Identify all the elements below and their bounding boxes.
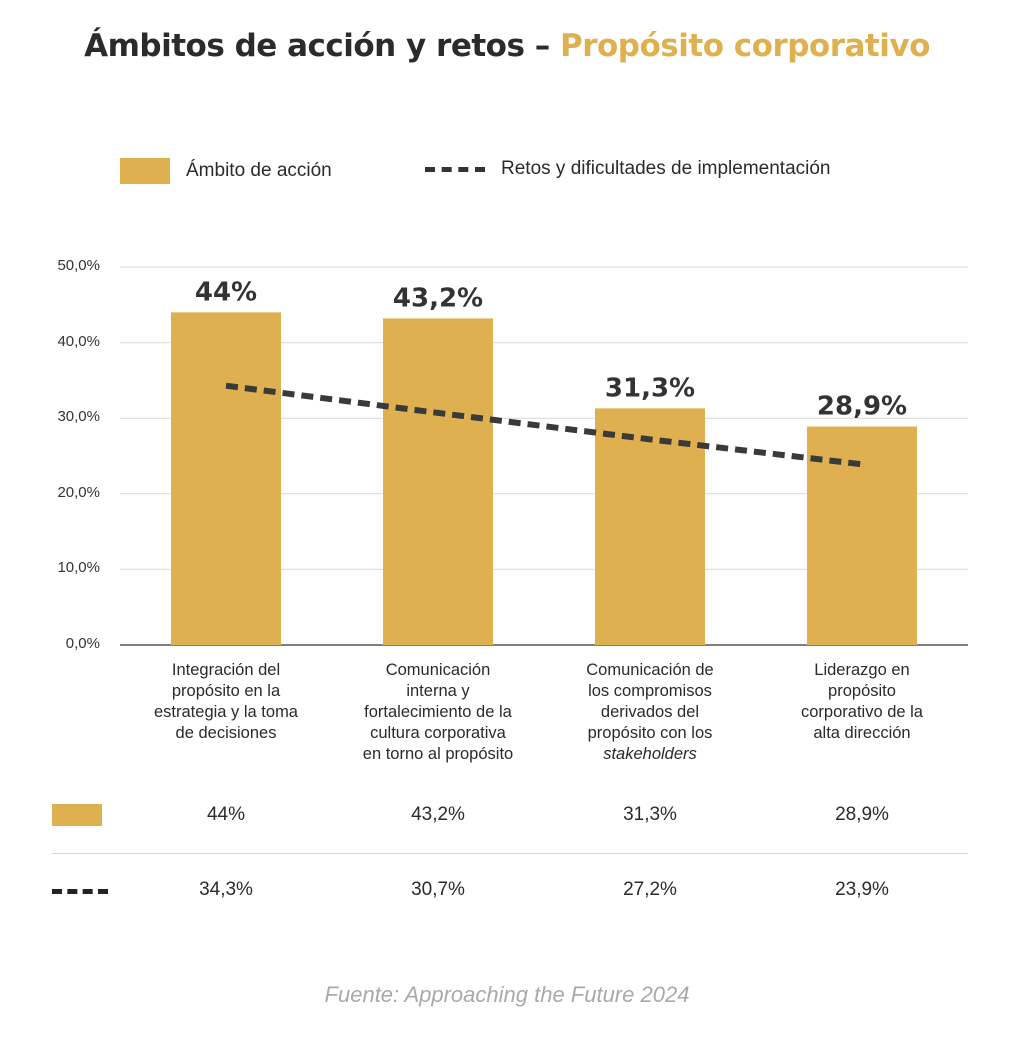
category-label-line: interna y — [406, 682, 470, 700]
category-label-line: cultura corporativa — [370, 724, 506, 742]
category-label-line: Comunicación de — [586, 661, 714, 679]
category-label-line: alta dirección — [813, 724, 911, 742]
y-tick-label: 10,0% — [57, 559, 100, 577]
table-row-bar-swatch — [52, 804, 102, 826]
category-label-line: Integración del — [171, 661, 281, 679]
category-label-line: Liderazgo en — [814, 661, 910, 679]
title-main: Ámbitos de acción y retos – — [84, 28, 560, 64]
category-label-line: propósito en la — [171, 682, 281, 700]
bar — [383, 318, 493, 645]
y-tick-label: 20,0% — [57, 483, 100, 501]
legend-bar: Ámbito de acción — [120, 158, 332, 184]
legend-line: Retos y dificultades de implementación — [425, 158, 831, 180]
bar-value-label: 43,2% — [393, 283, 483, 313]
category-label-line: en torno al propósito — [362, 745, 514, 763]
category-label-line: estrategia y la toma — [154, 703, 298, 721]
category-label-line: propósito con los — [587, 724, 713, 742]
category-label-line: Comunicación — [385, 661, 491, 679]
bar-value-label: 31,3% — [605, 373, 695, 403]
table-cell-bar: 28,9% — [835, 804, 889, 825]
table-cell-bar: 44% — [206, 804, 246, 825]
line-series — [225, 382, 863, 468]
legend-line-label: Retos y dificultades de implementación — [501, 158, 831, 179]
category-label-line: de decisiones — [175, 724, 277, 742]
y-tick-label: 50,0% — [57, 257, 100, 274]
table-cell-line: 23,9% — [835, 879, 889, 900]
source-note: Fuente: Approaching the Future 2024 — [324, 982, 690, 1007]
y-tick-label: 0,0% — [65, 635, 100, 652]
category-label: Liderazgo en propósito corporativo de la al… — [755, 660, 969, 744]
table-cell-line: 30,7% — [411, 879, 465, 900]
legend-line-swatch — [425, 166, 485, 172]
category-label-line: fortalecimiento de la — [364, 703, 512, 721]
bar — [171, 312, 281, 645]
category-label: Comunicación interna y fortalecimiento de … — [331, 660, 545, 765]
chart-title: Ámbitos de acción y retos – Propósito co… — [0, 28, 1014, 64]
table-cell-line: 27,2% — [623, 879, 677, 900]
title-highlight: Propósito corporativo — [560, 28, 930, 64]
table-divider — [52, 853, 968, 854]
category-label-line: corporativo de la — [801, 703, 923, 721]
category-label-line: derivados del — [600, 703, 700, 721]
legend-bar-label: Ámbito de acción — [186, 160, 332, 181]
category-label: Comunicación de los compromisos derivados … — [543, 660, 757, 765]
table-cell-bar: 31,3% — [623, 804, 677, 825]
category-label-line: los compromisos — [588, 682, 712, 700]
y-tick-label: 30,0% — [57, 408, 100, 426]
table-row-line-swatch — [52, 889, 108, 894]
bar — [807, 426, 917, 645]
category-label-line: stakeholders — [603, 745, 697, 763]
table-cell-line: 34,3% — [199, 879, 253, 900]
category-label: Integración del propósito en la estrategia… — [119, 660, 333, 744]
bar-value-label: 44% — [195, 277, 257, 307]
category-label-line: propósito — [828, 682, 896, 700]
table-cell-bar: 43,2% — [411, 804, 465, 825]
legend-bar-swatch — [120, 158, 170, 184]
bar — [595, 408, 705, 645]
bar-value-label: 28,9% — [817, 392, 907, 422]
y-tick-label: 40,0% — [57, 332, 100, 350]
